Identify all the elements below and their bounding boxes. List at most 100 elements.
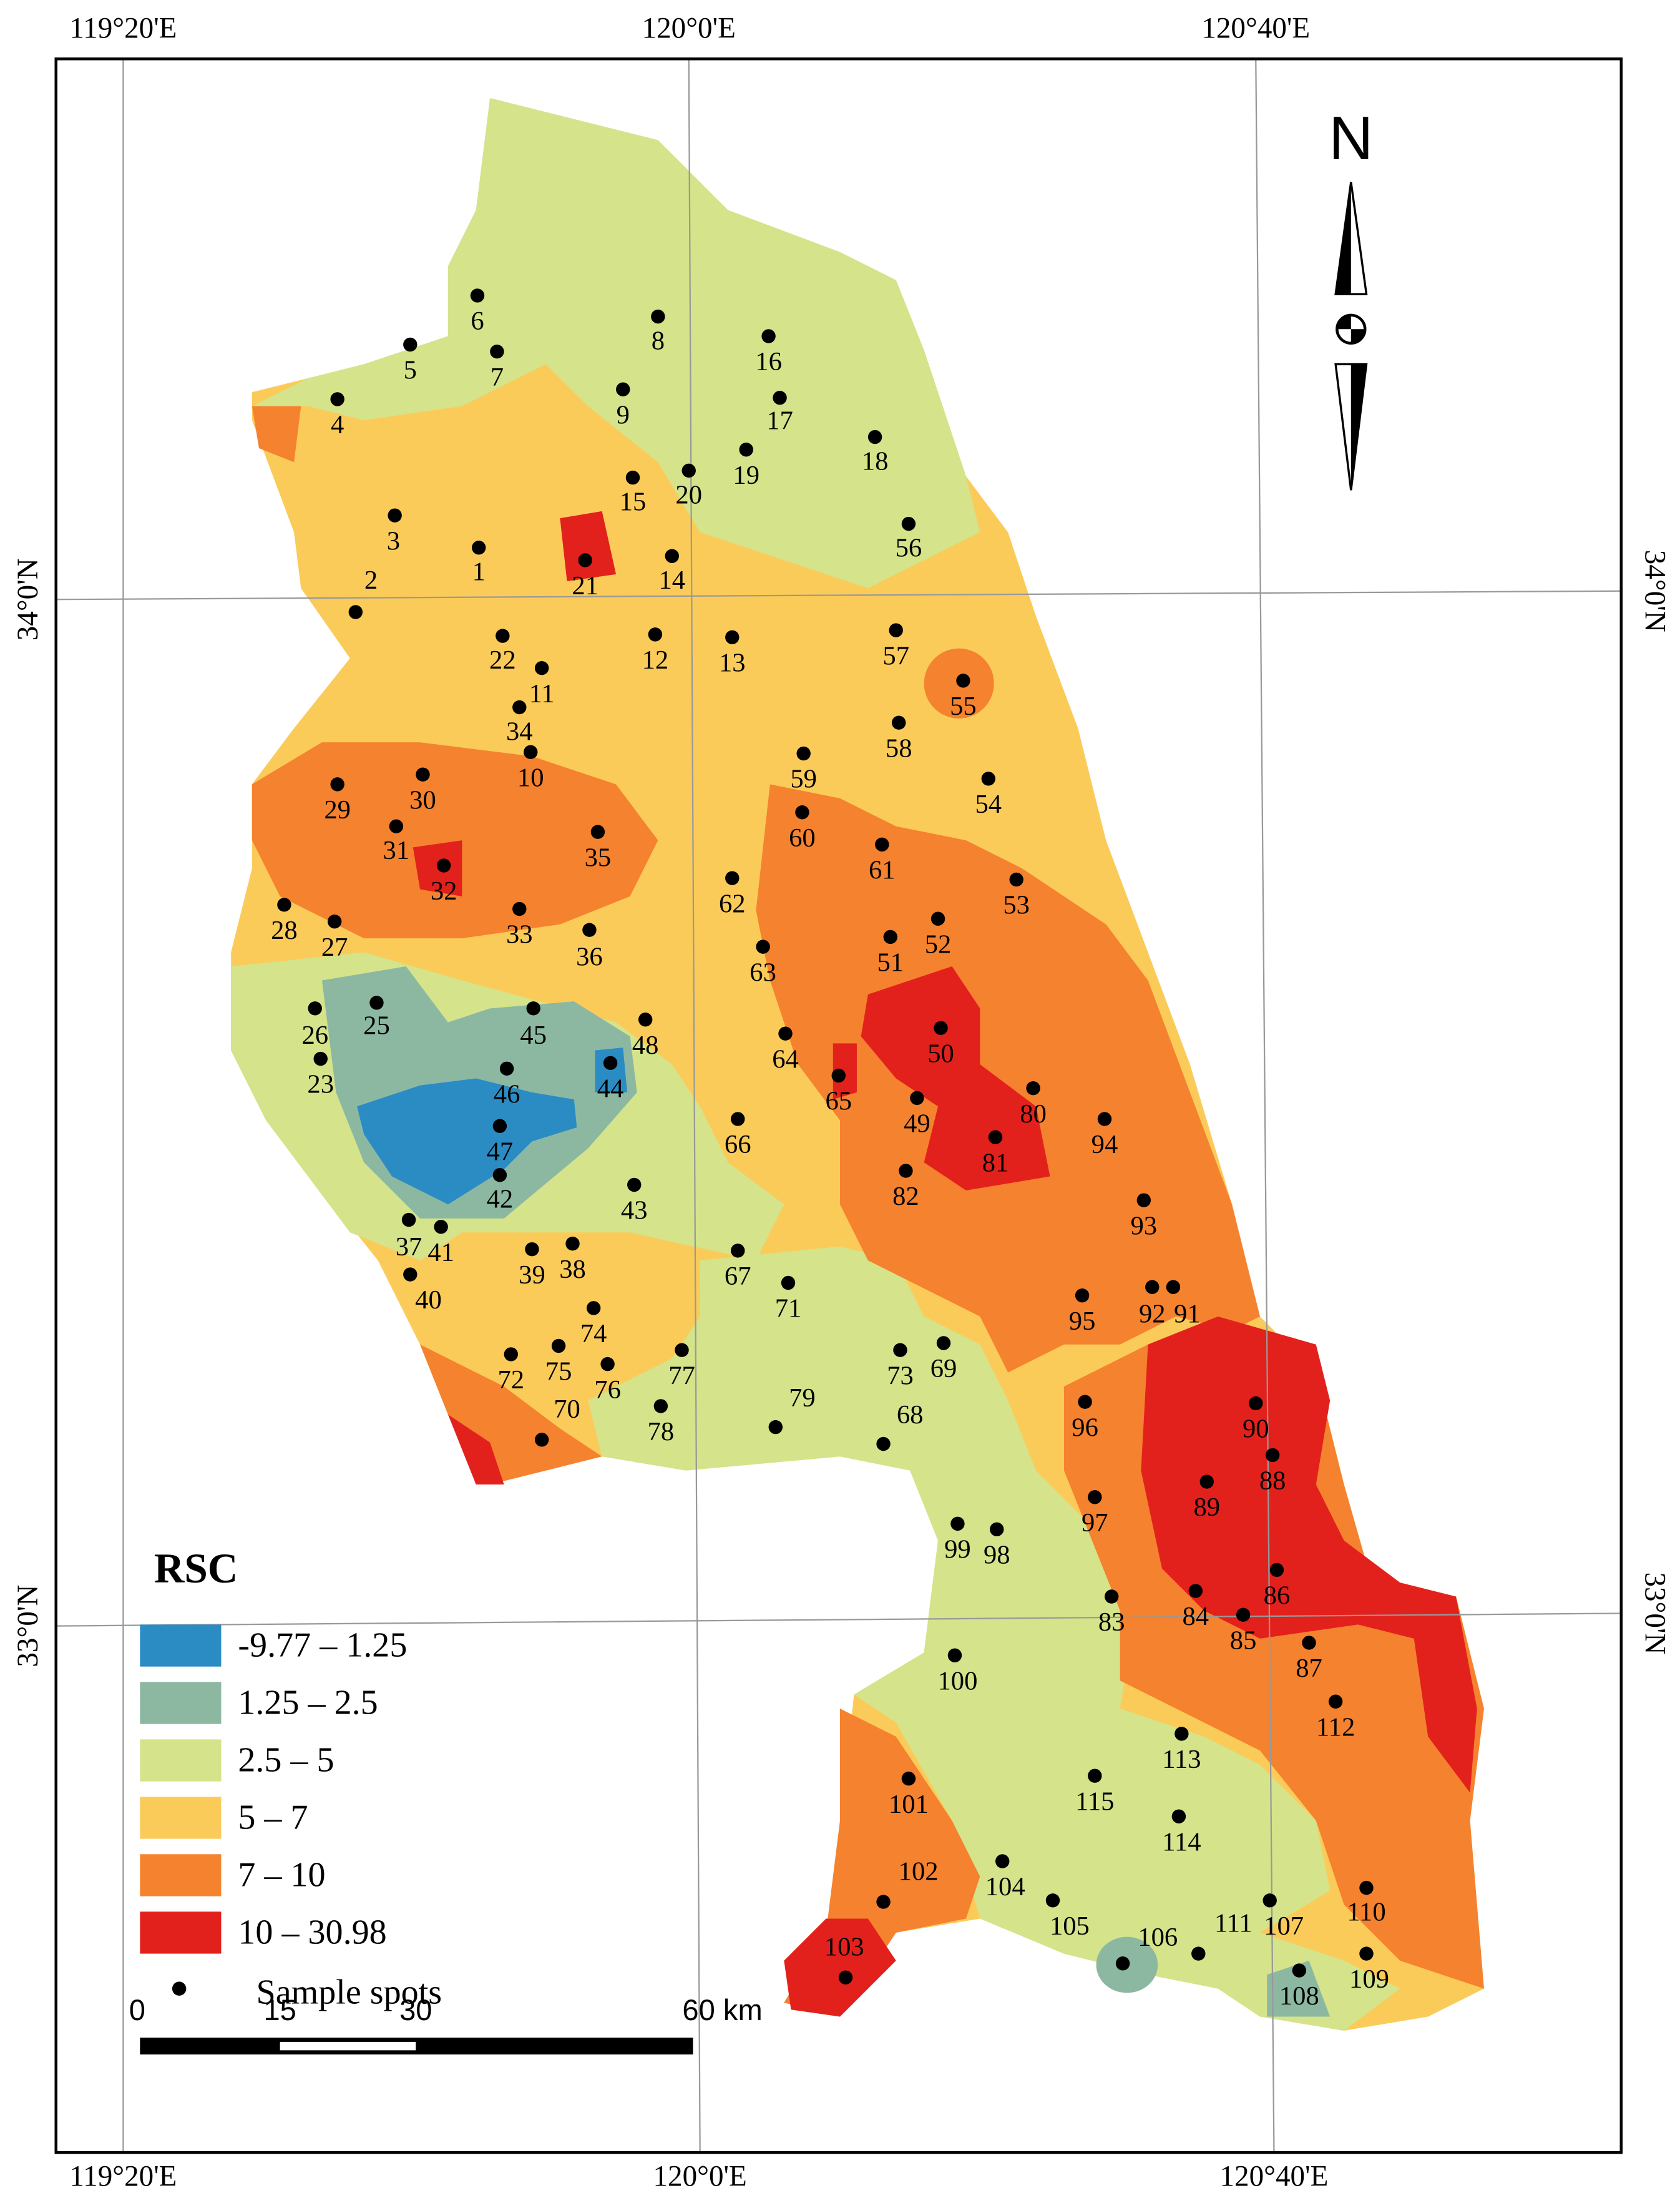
sample-spot bbox=[525, 1242, 539, 1257]
regions bbox=[231, 98, 1484, 2031]
spot-label: 89 bbox=[1193, 1493, 1220, 1522]
sample-spot bbox=[651, 309, 665, 324]
sample-spot bbox=[492, 1119, 507, 1133]
spot-label: 75 bbox=[545, 1357, 572, 1386]
spot-label: 64 bbox=[772, 1044, 799, 1074]
sample-spot bbox=[1328, 1694, 1343, 1709]
scale-label: 30 bbox=[399, 1993, 432, 2026]
spot-label: 107 bbox=[1264, 1911, 1304, 1941]
legend-label: 1.25 – 2.5 bbox=[238, 1683, 378, 1722]
scale-bar: 0 15 30 60 km bbox=[129, 1993, 763, 2055]
parallel bbox=[56, 1612, 1621, 1627]
spot-label: 77 bbox=[668, 1361, 695, 1390]
spot-label: 63 bbox=[750, 958, 776, 987]
sample-spot bbox=[725, 871, 740, 885]
sample-spot bbox=[369, 996, 384, 1010]
spot-label: 115 bbox=[1075, 1787, 1114, 1816]
sample-spot bbox=[901, 516, 916, 531]
spot-label: 51 bbox=[877, 948, 904, 978]
north-arrow: N bbox=[1329, 104, 1373, 491]
spot-label: 111 bbox=[1214, 1908, 1253, 1938]
sample-spot bbox=[565, 1236, 580, 1251]
sample-spot bbox=[675, 1343, 689, 1357]
graticule bbox=[56, 59, 1621, 2153]
spot-label: 67 bbox=[725, 1262, 751, 1291]
sample-spot bbox=[956, 674, 970, 688]
sample-spot bbox=[627, 1177, 642, 1192]
spot-label: 13 bbox=[719, 648, 746, 677]
map-frame bbox=[54, 57, 1623, 2154]
spot-label: 47 bbox=[487, 1137, 514, 1166]
spot-label: 88 bbox=[1259, 1466, 1286, 1496]
legend-title: RSC bbox=[154, 1545, 238, 1592]
region bbox=[1267, 1960, 1331, 2017]
spot-label: 4 bbox=[331, 410, 344, 439]
spot-label: 17 bbox=[766, 406, 793, 435]
spot-label: 14 bbox=[658, 566, 685, 595]
spot-label: 32 bbox=[431, 876, 457, 906]
scale-label: 60 km bbox=[682, 1993, 762, 2026]
sample-spot bbox=[512, 901, 527, 916]
spot-label: 70 bbox=[554, 1395, 580, 1424]
spot-label: 60 bbox=[789, 823, 816, 853]
meridian bbox=[688, 59, 701, 2153]
sample-spot bbox=[313, 1051, 328, 1066]
sample-spot bbox=[1359, 1880, 1374, 1895]
spot-label: 66 bbox=[725, 1130, 751, 1159]
sample-spot bbox=[308, 1001, 322, 1016]
spot-label: 94 bbox=[1092, 1130, 1118, 1159]
sample-spot bbox=[731, 1112, 745, 1126]
region bbox=[252, 742, 658, 939]
spot-label: 114 bbox=[1162, 1827, 1201, 1857]
legend-label: -9.77 – 1.25 bbox=[238, 1626, 407, 1664]
sample-spot bbox=[876, 1436, 891, 1451]
spot-label: 5 bbox=[404, 356, 417, 385]
legend-label: 2.5 – 5 bbox=[238, 1740, 334, 1779]
spot-label: 11 bbox=[529, 679, 555, 709]
lon-label: 119°20'E bbox=[69, 12, 177, 44]
scale-segment bbox=[280, 2041, 416, 2051]
sample-spot bbox=[403, 1267, 418, 1282]
spot-label: 84 bbox=[1183, 1602, 1209, 1631]
spot-label: 10 bbox=[517, 763, 544, 792]
region bbox=[357, 1078, 577, 1205]
sample-spot bbox=[492, 1168, 507, 1182]
scale-label: 15 bbox=[263, 1993, 296, 2026]
spot-label: 93 bbox=[1130, 1211, 1157, 1240]
sample-spot bbox=[901, 1771, 916, 1786]
sample-spot bbox=[1171, 1809, 1186, 1823]
spot-label: 30 bbox=[409, 785, 436, 815]
sample-spot bbox=[504, 1347, 519, 1362]
sample-spot bbox=[893, 1343, 907, 1357]
spot-label: 52 bbox=[925, 930, 952, 959]
spot-label: 76 bbox=[594, 1375, 621, 1405]
sample-spot bbox=[648, 627, 663, 642]
spot-label: 41 bbox=[427, 1238, 454, 1267]
sample-spot bbox=[988, 1130, 1003, 1144]
spot-label: 91 bbox=[1174, 1300, 1201, 1329]
lon-label: 120°40'E bbox=[1201, 12, 1310, 44]
sample-spot bbox=[831, 1068, 846, 1083]
spot-label: 102 bbox=[899, 1857, 939, 1886]
spot-label: 65 bbox=[825, 1087, 852, 1116]
spot-label: 23 bbox=[307, 1070, 334, 1099]
sample-spot bbox=[1188, 1584, 1203, 1598]
spot-label: 12 bbox=[642, 645, 669, 675]
lon-label: 120°40'E bbox=[1219, 2161, 1328, 2193]
spot-label: 81 bbox=[982, 1148, 1009, 1177]
legend-swatch bbox=[140, 1797, 222, 1839]
region bbox=[588, 1246, 1400, 2031]
spot-label: 69 bbox=[930, 1354, 957, 1383]
region bbox=[833, 1043, 857, 1100]
sample-spot bbox=[526, 1001, 540, 1016]
spot-label: 105 bbox=[1050, 1911, 1090, 1941]
sample-spot bbox=[838, 1970, 853, 1985]
sample-spot bbox=[470, 288, 485, 303]
sample-spot bbox=[1009, 872, 1023, 887]
sample-spot bbox=[616, 382, 630, 396]
legend-swatch bbox=[140, 1682, 222, 1724]
spot-label: 48 bbox=[632, 1031, 659, 1060]
spot-label: 18 bbox=[862, 446, 889, 476]
spot-label: 34 bbox=[506, 717, 533, 746]
